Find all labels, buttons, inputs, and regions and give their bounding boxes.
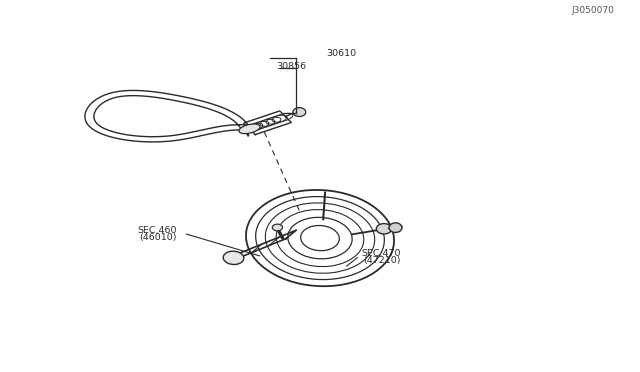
Ellipse shape [389, 223, 402, 232]
Text: 30610: 30610 [326, 49, 356, 58]
Text: SEC.470: SEC.470 [362, 249, 401, 258]
Ellipse shape [272, 224, 282, 231]
Ellipse shape [293, 108, 306, 116]
Ellipse shape [223, 251, 244, 264]
Ellipse shape [239, 124, 260, 134]
Ellipse shape [376, 224, 392, 234]
Text: J3050070: J3050070 [572, 6, 614, 15]
Text: SEC.460: SEC.460 [138, 226, 177, 235]
Text: (47210): (47210) [364, 256, 401, 265]
Text: (46010): (46010) [140, 233, 177, 242]
Text: 30856: 30856 [276, 62, 307, 71]
